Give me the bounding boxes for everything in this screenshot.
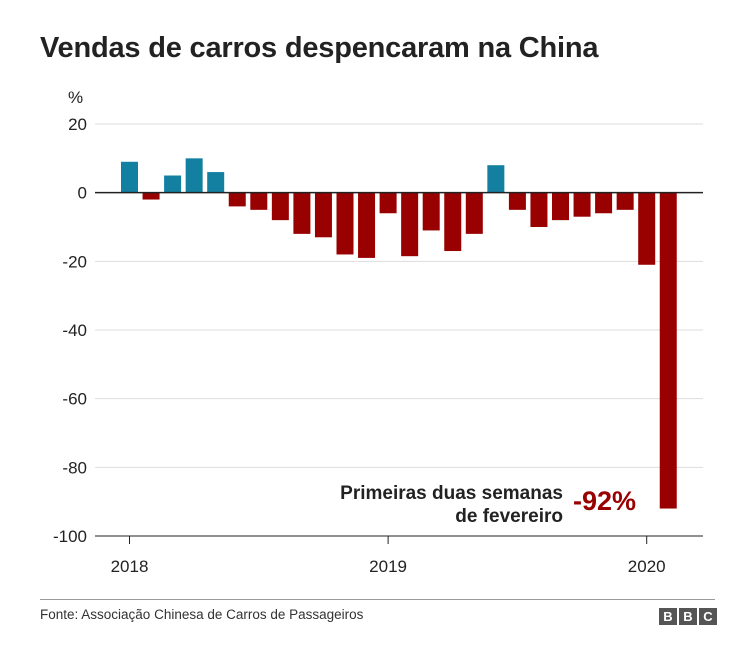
- bars: [95, 158, 703, 509]
- annotation-line-2: de fevereiro: [455, 506, 563, 527]
- y-axis-unit-label: %: [68, 88, 83, 107]
- bar: [314, 192, 332, 238]
- bar: [228, 192, 246, 207]
- x-tick-label: 2020: [628, 557, 666, 576]
- y-tick-label: -80: [62, 458, 87, 477]
- y-tick-label: -20: [62, 252, 87, 271]
- bar: [638, 192, 656, 265]
- bar: [142, 192, 160, 200]
- chart-title: Vendas de carros despencaram na China: [40, 32, 599, 64]
- bar: [293, 192, 311, 234]
- x-tick-label: 2018: [111, 557, 149, 576]
- bbc-logo-letter: B: [659, 608, 677, 625]
- bar: [508, 192, 526, 210]
- annotation-value-label: -92%: [573, 486, 636, 516]
- bar: [595, 192, 613, 214]
- bar: [336, 192, 354, 255]
- bar: [659, 192, 677, 509]
- bar: [271, 192, 289, 221]
- bar: [164, 175, 182, 193]
- bar: [573, 192, 591, 217]
- y-tick-label: -100: [53, 527, 87, 546]
- y-tick-label: 20: [68, 115, 87, 134]
- bar: [401, 192, 419, 257]
- bar: [530, 192, 548, 227]
- bar: [422, 192, 440, 231]
- bar: [444, 192, 462, 252]
- bar: [616, 192, 634, 210]
- annotation: Primeiras duas semanas de fevereiro -92%: [340, 483, 636, 527]
- source-note: Fonte: Associação Chinesa de Carros de P…: [40, 607, 364, 622]
- bbc-logo-letter: C: [699, 608, 717, 625]
- bar: [121, 161, 138, 193]
- annotation-line-1: Primeiras duas semanas: [340, 483, 563, 504]
- y-axis-ticks: 20 0 -20 -40 -60 -80 -100: [53, 115, 87, 546]
- footer-divider: [40, 599, 715, 600]
- bar: [250, 192, 268, 210]
- bar: [379, 192, 397, 214]
- bbc-logo-letter: B: [679, 608, 697, 625]
- y-tick-label: -40: [62, 321, 87, 340]
- x-tick-label: 2019: [369, 557, 407, 576]
- bar: [358, 192, 376, 258]
- bar: [185, 158, 203, 193]
- bbc-logo: B B C: [659, 608, 717, 625]
- y-tick-label: 0: [78, 184, 87, 203]
- x-axis: 2018 2019 2020: [95, 535, 703, 576]
- y-tick-label: -60: [62, 390, 87, 409]
- bar-chart: % 20 0 -20 -40 -60 -80 -100 2018 2019 2020 Prime…: [53, 88, 703, 576]
- bar: [552, 192, 569, 221]
- bar: [465, 192, 483, 234]
- bar: [487, 165, 505, 193]
- bar: [207, 172, 225, 193]
